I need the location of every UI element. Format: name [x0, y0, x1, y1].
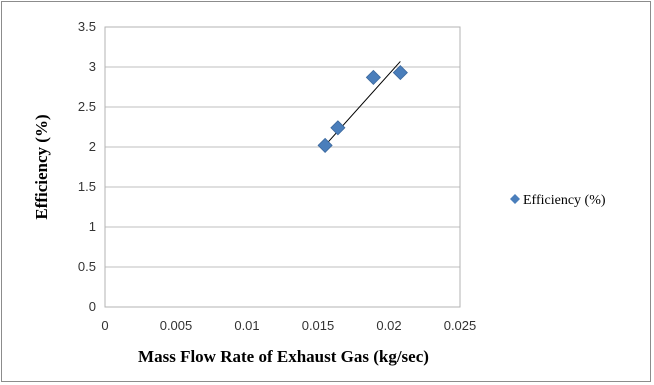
data-point — [392, 65, 408, 81]
legend-marker-icon — [510, 194, 520, 204]
x-tick-label: 0.01 — [234, 318, 259, 333]
x-axis-title: Mass Flow Rate of Exhaust Gas (kg/sec) — [138, 347, 429, 366]
data-point — [317, 137, 333, 153]
data-points — [317, 65, 408, 153]
y-tick-label: 1.5 — [78, 179, 96, 194]
x-tick-labels: 0 0.005 0.01 0.015 0.02 0.025 — [101, 318, 476, 333]
legend-label: Efficiency (%) — [523, 193, 606, 208]
data-point — [330, 120, 346, 136]
y-tick-labels: 0 0.5 1 1.5 2 2.5 3 3.5 — [78, 19, 96, 314]
x-tick-label: 0.025 — [444, 318, 477, 333]
gridlines — [105, 26, 460, 308]
data-point — [365, 69, 381, 85]
x-tick-label: 0.015 — [302, 318, 335, 333]
y-axis-title: Efficiency (%) — [32, 114, 51, 219]
x-tick-label: 0.02 — [376, 318, 401, 333]
plot-area — [104, 26, 461, 308]
y-tick-label: 3 — [89, 59, 96, 74]
x-tick-label: 0.005 — [160, 318, 193, 333]
y-tick-label: 0 — [89, 299, 96, 314]
x-tick-label: 0 — [101, 318, 108, 333]
legend: Efficiency (%) — [510, 193, 606, 208]
y-tick-label: 0.5 — [78, 259, 96, 274]
y-tick-label: 2 — [89, 139, 96, 154]
y-tick-label: 2.5 — [78, 99, 96, 114]
y-tick-label: 3.5 — [78, 19, 96, 34]
y-tick-label: 1 — [89, 219, 96, 234]
